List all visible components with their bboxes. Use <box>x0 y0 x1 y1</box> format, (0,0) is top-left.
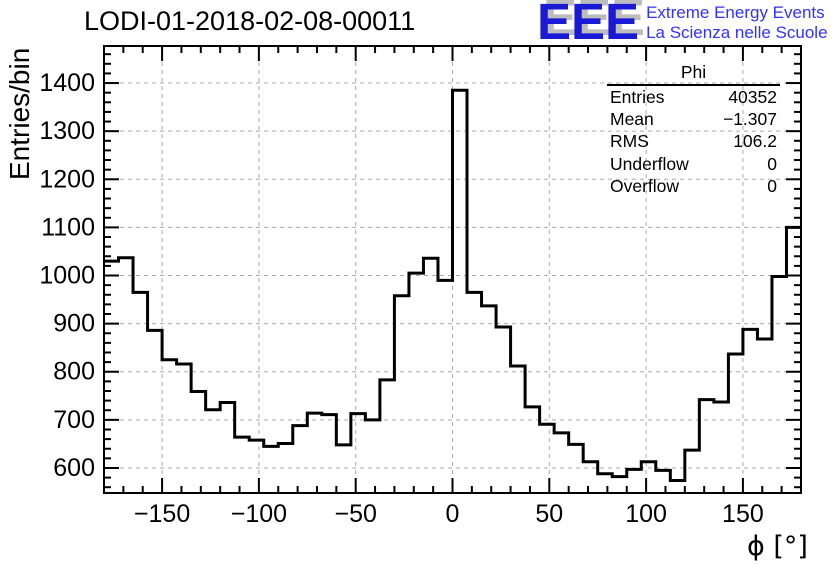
x-tick-label: 150 <box>722 500 764 528</box>
histogram-line <box>104 88 801 482</box>
y-tick-label: 900 <box>53 310 95 338</box>
y-axis-label: Entries/bin <box>4 47 35 180</box>
stats-rows: Entries 40352 Mean −1.307 RMS 106.2 Underflow 0… <box>607 86 780 197</box>
stats-row: Underflow 0 <box>607 153 780 175</box>
stats-box-title: Phi <box>607 62 780 86</box>
stats-value: 40352 <box>728 87 777 107</box>
y-tick-label: 1400 <box>39 69 95 97</box>
stats-row: RMS 106.2 <box>607 130 780 152</box>
stats-label: Mean <box>610 109 654 130</box>
x-axis-label: ϕ [°] <box>747 531 808 562</box>
stats-row: Entries 40352 <box>607 86 780 108</box>
stats-value: 106.2 <box>733 131 777 152</box>
stats-row: Overflow 0 <box>607 175 780 197</box>
plot-frame <box>103 45 802 494</box>
x-tick-label: 50 <box>535 500 563 528</box>
stats-value: 0 <box>767 175 777 196</box>
eee-logo: EEE Extreme Energy Events La Scienza nel… <box>537 0 828 50</box>
stats-box: Phi Entries 40352 Mean −1.307 RMS 106.2 Underf… <box>607 62 780 197</box>
eee-logo-acronym: EEE <box>537 0 640 50</box>
stats-value: 0 <box>767 153 777 174</box>
x-tick-label: −50 <box>334 500 376 528</box>
y-tick-label: 1200 <box>39 165 95 193</box>
x-tick-label: 0 <box>446 500 460 528</box>
stats-value: −1.307 <box>722 109 777 130</box>
y-tick-label: 1100 <box>41 213 95 241</box>
stats-label: Overflow <box>610 175 680 196</box>
stats-label: Entries <box>610 87 665 107</box>
x-tick-label: 100 <box>625 500 667 528</box>
plot-title: LODI-01-2018-02-08-00011 <box>84 6 416 36</box>
stats-label: Underflow <box>610 153 689 174</box>
stats-label: RMS <box>610 131 649 152</box>
stats-row: Mean −1.307 <box>607 108 780 130</box>
tick-labels: −150 −100 −50 0 50 100 150 600 700 800 900 1000 1100… <box>39 69 763 528</box>
y-tick-label: 600 <box>53 454 95 482</box>
x-tick-label: −150 <box>134 500 190 528</box>
eee-logo-tagline-line1: Extreme Energy Events <box>646 3 825 22</box>
eee-logo-tagline-line2: La Scienza nelle Scuole <box>646 23 828 42</box>
y-tick-label: 1000 <box>39 262 95 290</box>
y-tick-label: 1300 <box>39 117 95 145</box>
y-tick-label: 700 <box>53 406 95 434</box>
axis-ticks <box>104 46 801 493</box>
x-tick-label: −100 <box>231 500 287 528</box>
y-tick-label: 800 <box>53 358 95 386</box>
eee-logo-tagline: Extreme Energy Events La Scienza nelle S… <box>639 0 827 43</box>
